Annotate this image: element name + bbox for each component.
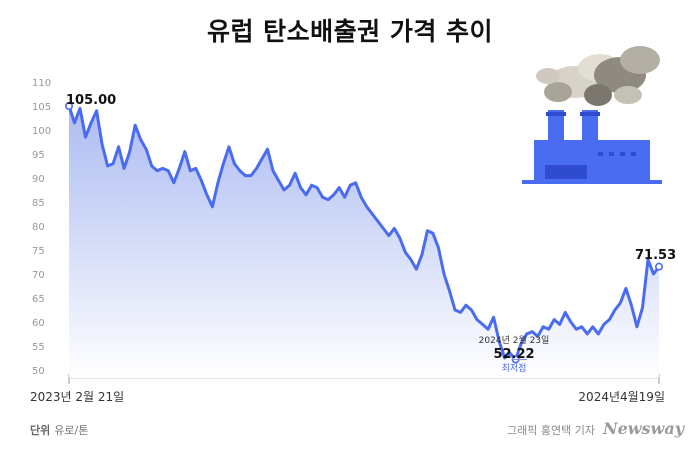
y-tick-label: 50 [32, 366, 45, 377]
brand-logo: Newsway [602, 419, 684, 438]
credit-text: 그래픽 홍연택 기자 [507, 424, 595, 437]
low-date-label: 2024년 2월 23일 [479, 334, 550, 346]
start-value-label: 105.00 [66, 93, 116, 108]
unit-value: 유로/톤 [54, 424, 89, 437]
y-tick-label: 55 [32, 342, 45, 353]
y-tick-label: 105 [32, 102, 51, 113]
y-axis: 50 55 60 65 70 75 80 85 90 95 100 105 110 [32, 78, 51, 377]
y-tick-label: 80 [32, 222, 45, 233]
y-tick-label: 70 [32, 270, 45, 281]
x-axis: 2023년 2월 21일 2024년4월19일 [30, 374, 665, 404]
y-tick-label: 90 [32, 174, 45, 185]
low-value-label: 52.22 [493, 347, 534, 362]
price-area [69, 106, 659, 378]
y-tick-label: 85 [32, 198, 45, 209]
y-tick-label: 110 [32, 78, 51, 89]
unit-label: 단위 유로/톤 [30, 422, 88, 438]
factory-icon [522, 46, 662, 184]
smoke-cloud [536, 46, 660, 106]
price-line [67, 104, 661, 361]
x-tick-label: 2024년4월19일 [578, 390, 665, 404]
y-tick-label: 65 [32, 294, 45, 305]
x-tick-label: 2023년 2월 21일 [30, 390, 124, 404]
y-tick-label: 95 [32, 150, 45, 161]
low-caption-label: 최저점 [502, 362, 527, 374]
y-tick-label: 60 [32, 318, 45, 329]
y-tick-label: 100 [32, 126, 51, 137]
start-marker [65, 102, 74, 111]
unit-key: 단위 [30, 424, 51, 437]
end-marker [654, 262, 663, 271]
end-value-label: 71.53 [635, 248, 676, 263]
credit: 그래픽 홍연택 기자 Newsway [507, 419, 684, 438]
chart-title: 유럽 탄소배출권 가격 추이 [206, 17, 494, 46]
y-tick-label: 75 [32, 246, 45, 257]
